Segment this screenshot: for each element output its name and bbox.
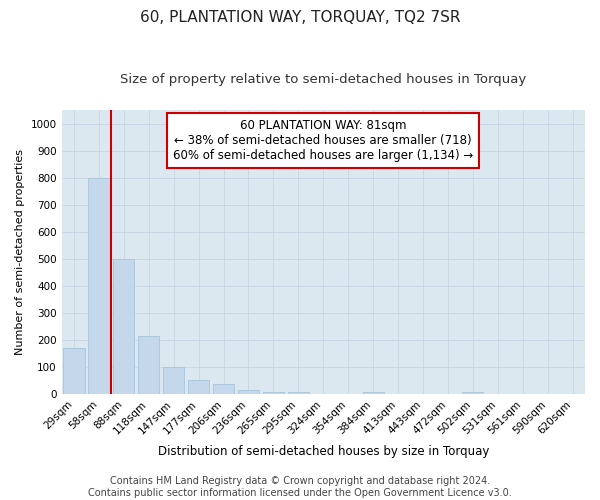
Text: 60 PLANTATION WAY: 81sqm
← 38% of semi-detached houses are smaller (718)
60% of : 60 PLANTATION WAY: 81sqm ← 38% of semi-d…	[173, 119, 473, 162]
Bar	[362, 392, 384, 394]
Text: Contains HM Land Registry data © Crown copyright and database right 2024.
Contai: Contains HM Land Registry data © Crown c…	[88, 476, 512, 498]
Bar	[263, 392, 284, 394]
Title: Size of property relative to semi-detached houses in Torquay: Size of property relative to semi-detach…	[120, 72, 526, 86]
Y-axis label: Number of semi-detached properties: Number of semi-detached properties	[15, 150, 25, 356]
X-axis label: Distribution of semi-detached houses by size in Torquay: Distribution of semi-detached houses by …	[158, 444, 489, 458]
Bar	[238, 390, 259, 394]
Bar	[64, 348, 85, 395]
Bar	[138, 336, 160, 394]
Text: 60, PLANTATION WAY, TORQUAY, TQ2 7SR: 60, PLANTATION WAY, TORQUAY, TQ2 7SR	[140, 10, 460, 25]
Bar	[188, 380, 209, 394]
Bar	[88, 178, 110, 394]
Bar	[163, 368, 184, 394]
Bar	[213, 384, 234, 394]
Bar	[288, 392, 309, 394]
Bar	[113, 259, 134, 394]
Bar	[462, 392, 484, 394]
